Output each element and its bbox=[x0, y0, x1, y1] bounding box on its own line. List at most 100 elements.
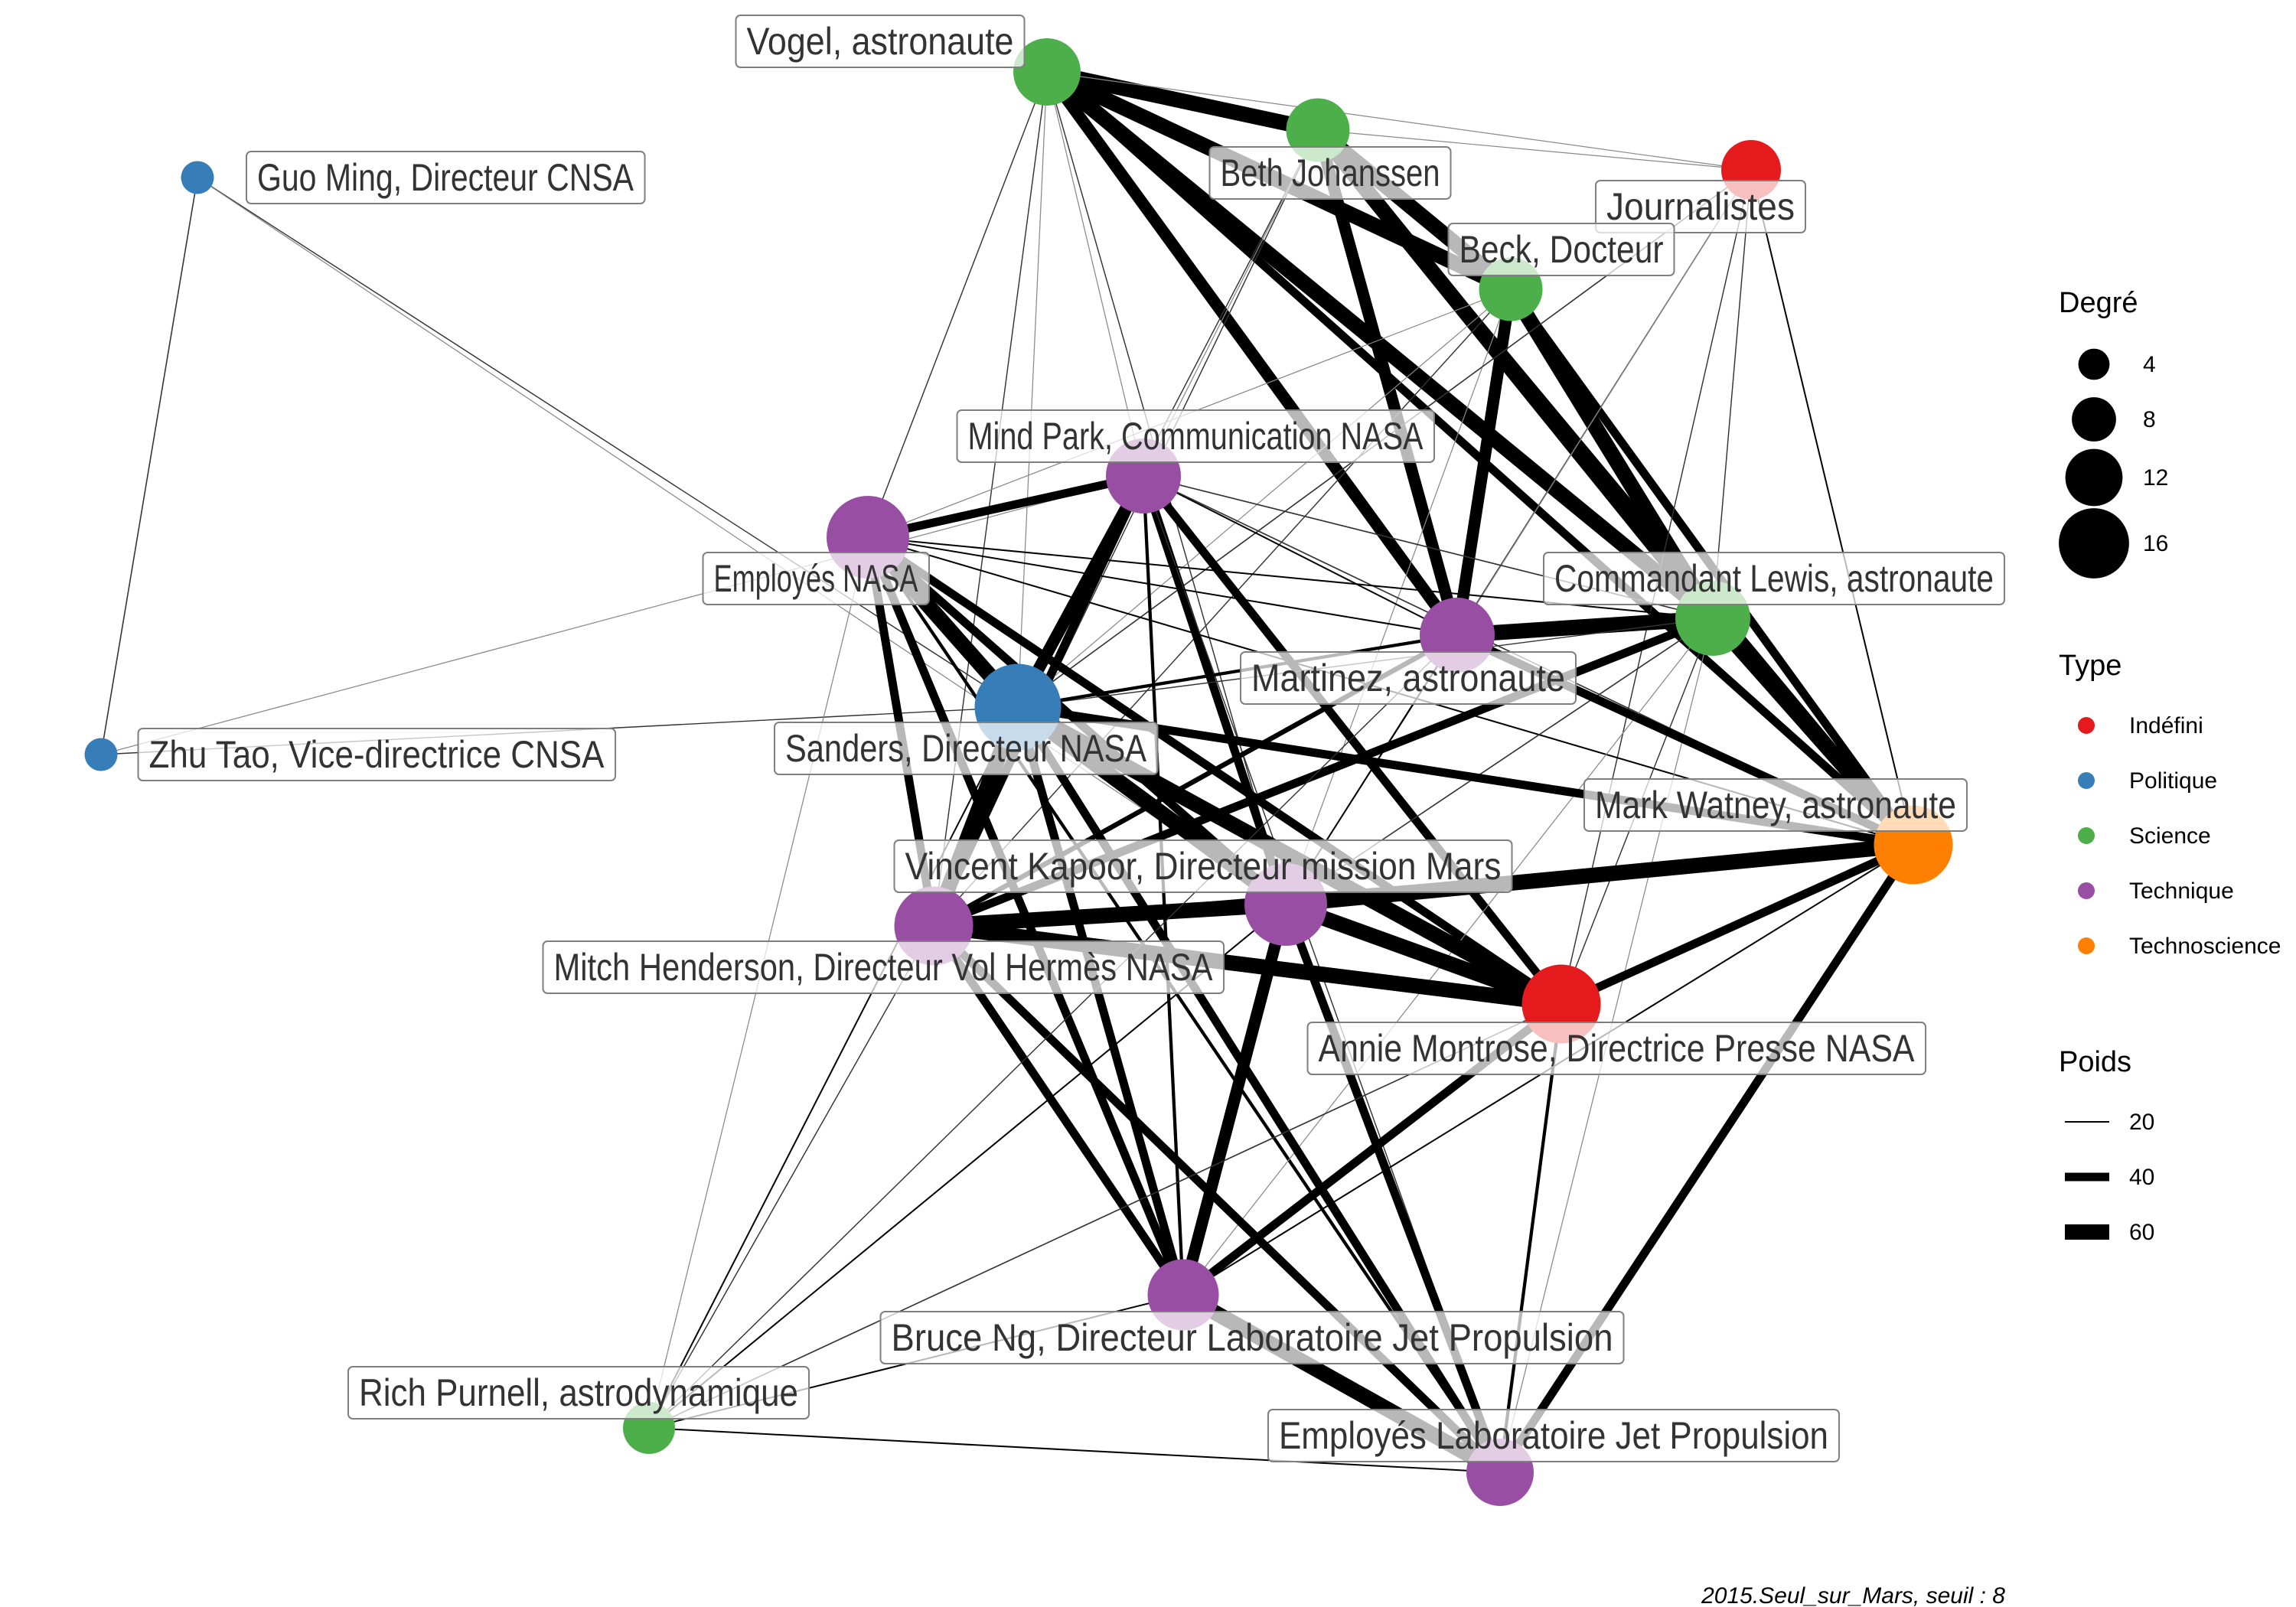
node-label-box bbox=[1267, 1409, 1840, 1462]
edge-montrose-jpl bbox=[1498, 1002, 1564, 1475]
labels-layer: Vogel, astronaute Beth Johanssen Journalis… bbox=[137, 15, 2005, 1462]
legend-weight-title: Poids bbox=[2059, 1046, 2131, 1078]
node-label-journalistes: Journalistes bbox=[1595, 180, 1806, 233]
node-label-box bbox=[702, 552, 930, 605]
edge-journalistes-martinez bbox=[1456, 169, 1752, 636]
node-label-beth: Beth Johanssen bbox=[1208, 146, 1452, 200]
node-label-martinez: Martinez, astronaute bbox=[1240, 651, 1577, 705]
node-label-text: Annie Montrose, Directrice Presse NASA bbox=[1319, 1027, 1916, 1070]
edge-sanders-ng bbox=[1013, 702, 1188, 1299]
edge-kapoor-montrose bbox=[1278, 897, 1569, 1012]
node-label-text: Employés NASA bbox=[714, 557, 918, 600]
legend-degree-items: 4 8 12 16 bbox=[2059, 348, 2168, 579]
node-label-text: Mark Watney, astronaute bbox=[1595, 784, 1956, 826]
edge-mindpark-martinez bbox=[1143, 475, 1458, 636]
edge-guo-zhu bbox=[100, 177, 198, 755]
node-label-text: Vogel, astronaute bbox=[747, 20, 1014, 63]
legend-weight-label: 20 bbox=[2129, 1110, 2154, 1135]
legend-type-swatch bbox=[2078, 827, 2095, 844]
node-label-box bbox=[956, 409, 1436, 463]
node-label-box bbox=[137, 728, 617, 781]
node-label-watney: Mark Watney, astronaute bbox=[1583, 778, 1968, 832]
edge-martinez-sanders bbox=[1016, 633, 1459, 709]
legend-degree-swatch bbox=[2072, 397, 2116, 442]
node-zhu[interactable] bbox=[84, 738, 118, 771]
node-vogel[interactable] bbox=[1013, 38, 1081, 106]
node-label-text: Employés Laboratoire Jet Propulsion bbox=[1279, 1414, 1828, 1457]
legend-weight-label: 40 bbox=[2129, 1165, 2154, 1190]
node-label-purnell: Rich Purnell, astrodynamique bbox=[347, 1366, 810, 1420]
node-label-box bbox=[735, 15, 1026, 68]
node-label-text: Mitch Henderson, Directeur Vol Hermès NA… bbox=[554, 946, 1214, 989]
edge-henderson-montrose bbox=[926, 918, 1569, 1012]
edge-guo-kapoor bbox=[197, 177, 1287, 905]
legend: Degré 4 8 12 16 Type Indéfini Politique Scien… bbox=[2059, 287, 2281, 1245]
edge-purnell-jpl bbox=[648, 1427, 1501, 1473]
legend-type-swatch bbox=[2078, 772, 2095, 789]
legend-type-label: Technoscience bbox=[2129, 934, 2281, 959]
legend-degree-swatch bbox=[2065, 448, 2123, 507]
node-label-sanders: Sanders, Directeur NASA bbox=[774, 722, 1159, 775]
node-label-text: Journalistes bbox=[1606, 185, 1795, 228]
node-label-beck: Beck, Docteur bbox=[1447, 223, 1675, 276]
node-label-text: Beth Johanssen bbox=[1221, 152, 1440, 194]
edge-beck-sanders bbox=[1017, 288, 1512, 708]
legend-degree-label: 4 bbox=[2143, 352, 2156, 377]
edge-vogel-martinez bbox=[1041, 66, 1463, 641]
edge-purnell-martinez bbox=[648, 634, 1458, 1429]
edge-henderson-purnell bbox=[648, 925, 934, 1429]
edge-journalistes-lewis bbox=[1712, 169, 1752, 619]
node-label-lewis: Commandant Lewis, astronaute bbox=[1543, 552, 2005, 605]
edge-lewis-martinez bbox=[1450, 611, 1720, 643]
node-label-text: Commandant Lewis, astronaute bbox=[1554, 557, 1994, 600]
node-label-text: Vincent Kapoor, Directeur mission Mars bbox=[905, 845, 1502, 888]
legend-type-swatch bbox=[2078, 717, 2095, 734]
edge-watney-jpl bbox=[1495, 840, 1918, 1477]
node-label-box bbox=[1447, 223, 1675, 276]
node-label-employes_nasa: Employés NASA bbox=[702, 552, 930, 605]
edge-watney-montrose bbox=[1557, 840, 1918, 1009]
node-label-text: Guo Ming, Directeur CNSA bbox=[257, 156, 634, 199]
node-label-box bbox=[1240, 651, 1577, 705]
legend-type-title: Type bbox=[2059, 650, 2122, 682]
edge-beth-martinez bbox=[1312, 124, 1463, 641]
node-label-box bbox=[893, 839, 1513, 893]
node-label-box bbox=[879, 1311, 1625, 1364]
legend-degree-label: 8 bbox=[2143, 407, 2156, 432]
node-label-guo: Guo Ming, Directeur CNSA bbox=[246, 151, 646, 204]
legend-degree-swatch bbox=[2059, 508, 2129, 579]
node-label-ng: Bruce Ng, Directeur Laboratoire Jet Prop… bbox=[879, 1311, 1625, 1364]
edge-mindpark-employes_nasa bbox=[863, 471, 1148, 542]
node-label-box bbox=[542, 940, 1225, 994]
node-label-text: Zhu Tao, Vice-directrice CNSA bbox=[149, 733, 605, 776]
node-label-text: Bruce Ng, Directeur Laboratoire Jet Prop… bbox=[892, 1316, 1613, 1359]
legend-degree-label: 12 bbox=[2143, 465, 2168, 491]
legend-weight-label: 60 bbox=[2129, 1220, 2154, 1245]
edge-kapoor-jpl bbox=[1281, 900, 1505, 1477]
edge-journalistes-watney bbox=[1750, 169, 1914, 846]
node-label-text: Sanders, Directeur NASA bbox=[785, 727, 1147, 770]
node-guo[interactable] bbox=[181, 161, 214, 194]
legend-degree-label: 16 bbox=[2143, 531, 2168, 556]
edge-kapoor-henderson bbox=[926, 897, 1293, 934]
legend-degree-title: Degré bbox=[2059, 287, 2138, 319]
node-label-jpl: Employés Laboratoire Jet Propulsion bbox=[1267, 1409, 1840, 1462]
edge-zhu-mindpark bbox=[100, 475, 1144, 755]
node-label-henderson: Mitch Henderson, Directeur Vol Hermès NA… bbox=[542, 940, 1225, 994]
edge-vogel-journalistes bbox=[1046, 71, 1752, 171]
legend-type-label: Science bbox=[2129, 823, 2211, 849]
edge-vogel-mindpark bbox=[1046, 71, 1144, 477]
edge-vogel-beth bbox=[1039, 64, 1326, 138]
legend-type-swatch bbox=[2078, 882, 2095, 899]
legend-degree-swatch bbox=[2078, 348, 2110, 380]
legend-weight-items: 20 40 60 bbox=[2065, 1110, 2154, 1245]
node-label-box bbox=[1595, 180, 1806, 233]
node-label-box bbox=[1583, 778, 1968, 832]
node-beth[interactable] bbox=[1286, 98, 1350, 162]
edge-mindpark-montrose bbox=[1139, 471, 1566, 1009]
legend-type-label: Politique bbox=[2129, 768, 2217, 794]
node-label-text: Mind Park, Communication NASA bbox=[968, 415, 1424, 458]
edge-beth-journalistes bbox=[1317, 129, 1752, 171]
caption: 2015.Seul_sur_Mars, seuil : 8 bbox=[1701, 1583, 2005, 1607]
